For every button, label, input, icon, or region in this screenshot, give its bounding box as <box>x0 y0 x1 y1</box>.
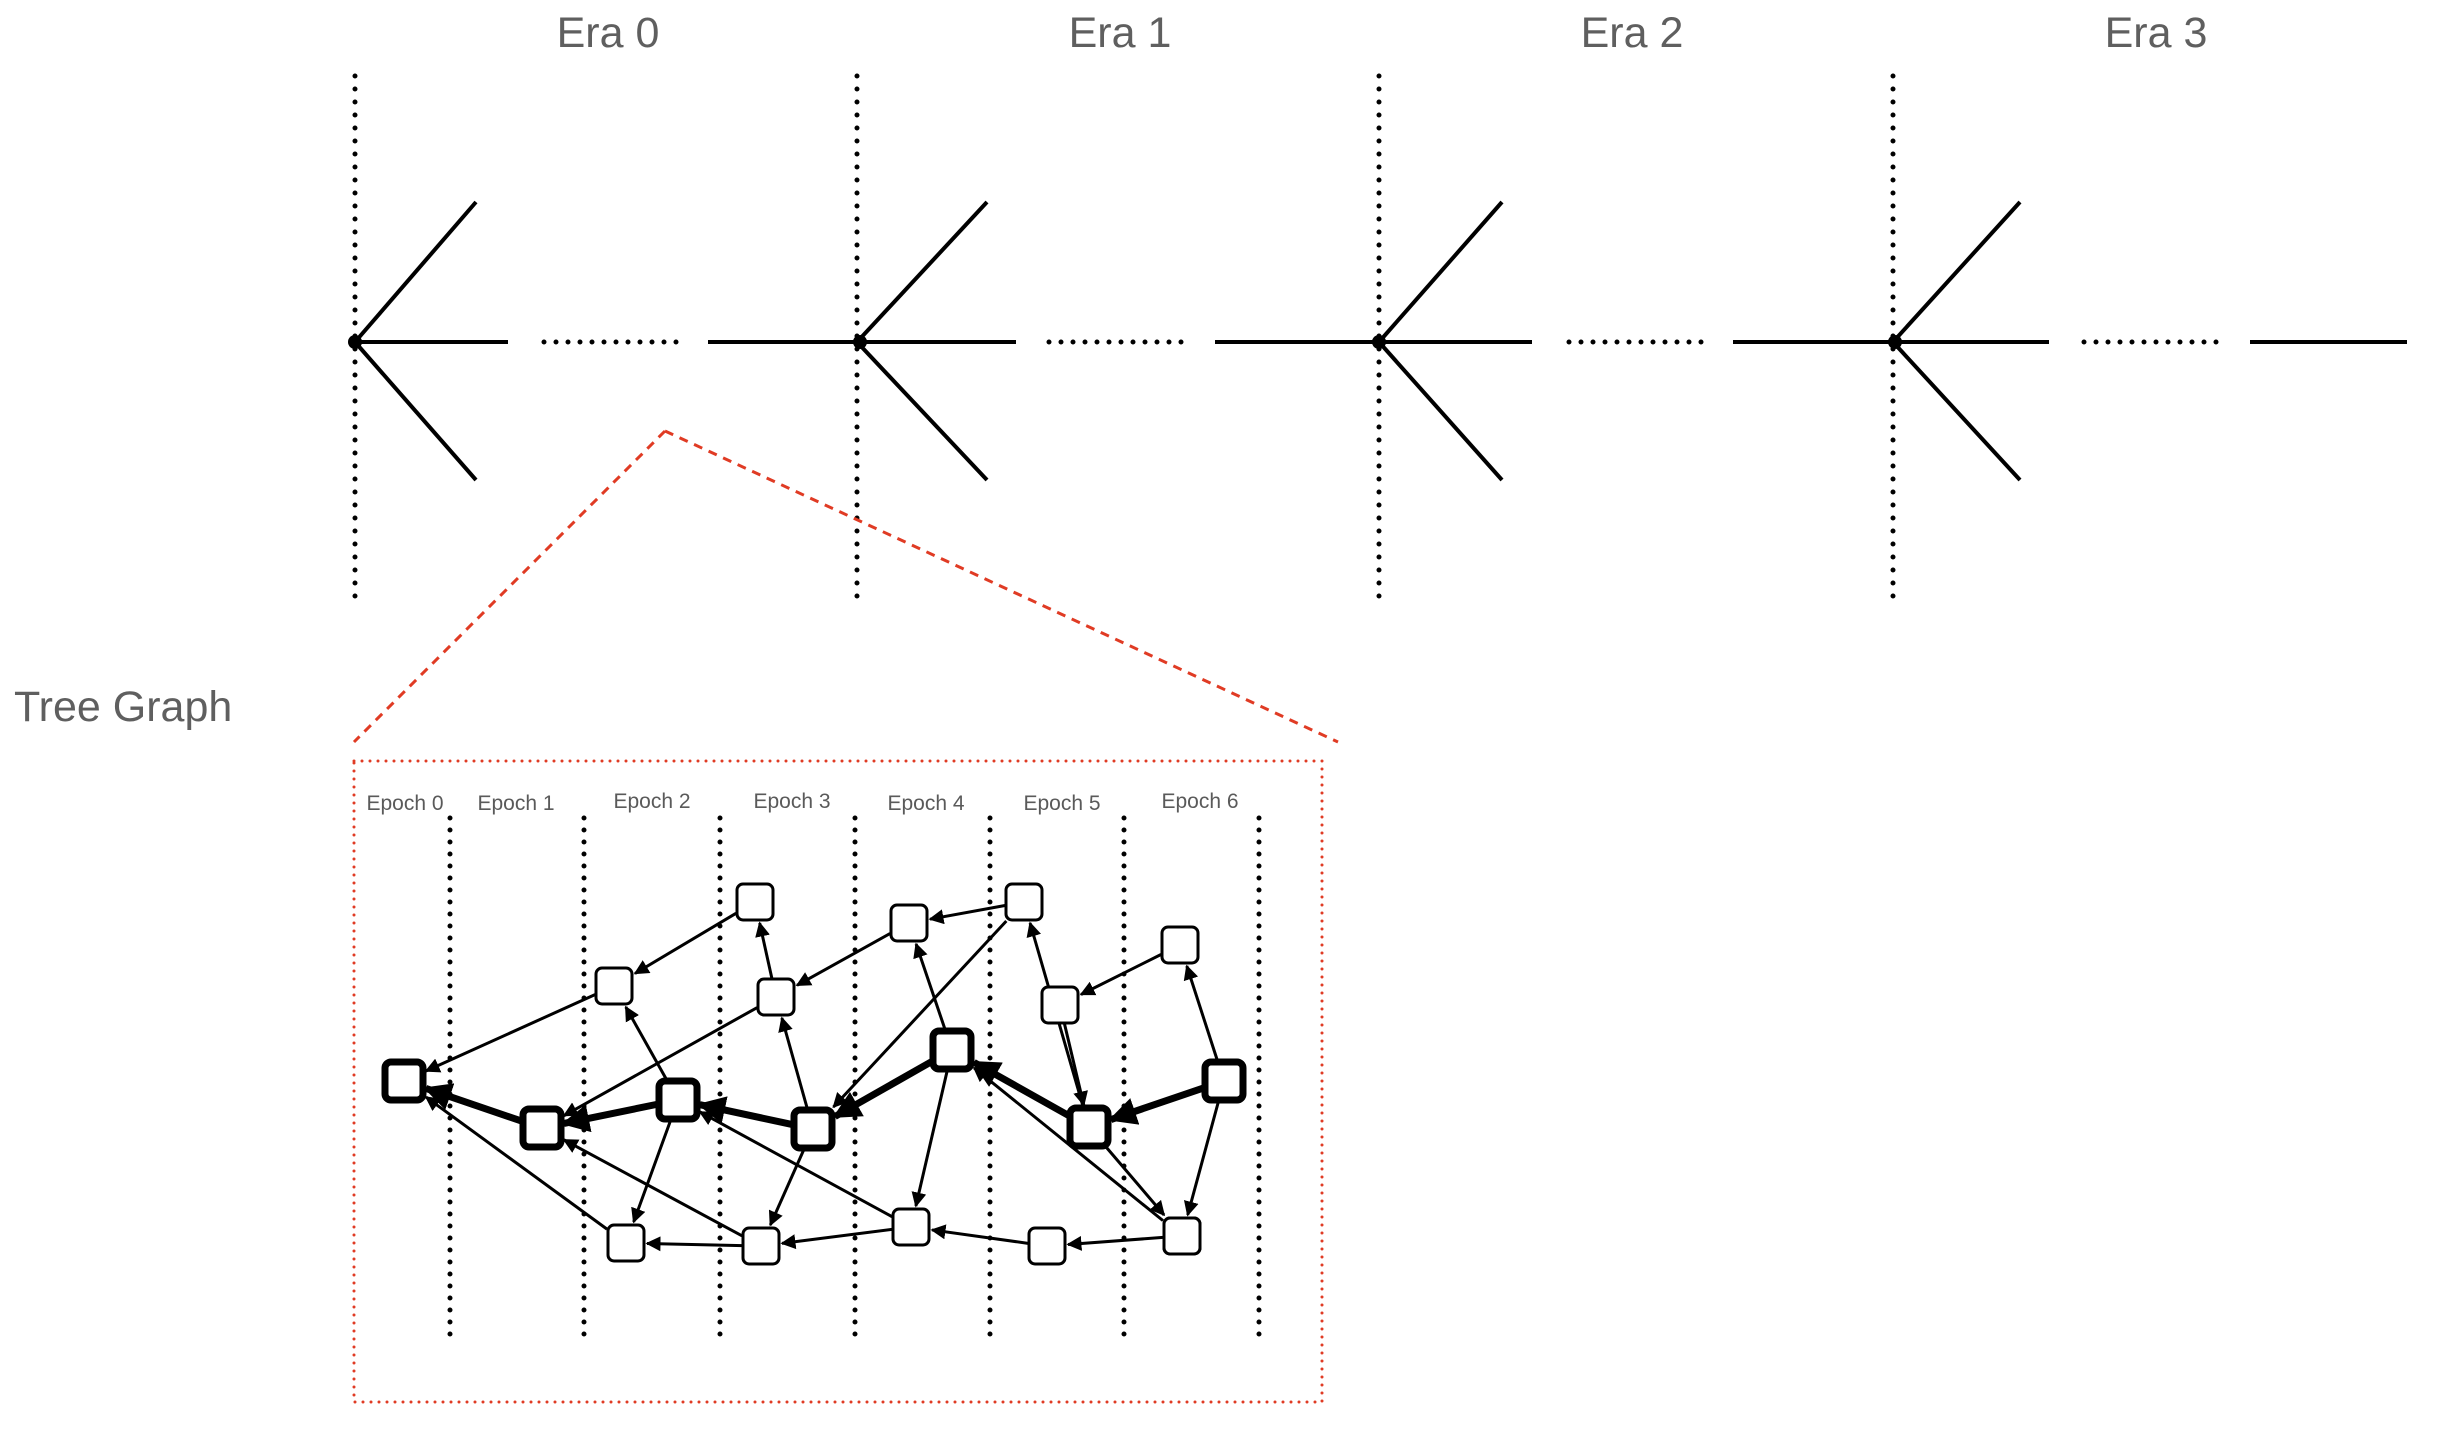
epoch-1-label: Epoch 1 <box>477 792 554 815</box>
parent-edge-g-to-f <box>1108 1084 1206 1125</box>
tree-graph-label: Tree Graph <box>14 683 232 731</box>
era-node-0 <box>348 335 362 349</box>
reference-edge-g-to-t <box>1183 1100 1221 1217</box>
pivot-block-g <box>1201 1058 1247 1104</box>
era-2-label: Era 2 <box>1581 9 1684 57</box>
parent-edge-e-to-d <box>832 1058 934 1120</box>
block-h <box>594 966 634 1006</box>
pivot-block-c <box>655 1077 701 1123</box>
era-node-1 <box>853 335 867 349</box>
era-1-label: Era 1 <box>1069 9 1172 57</box>
era-3-label: Era 3 <box>2105 9 2208 57</box>
reference-edge-n-to-m <box>1079 953 1162 996</box>
reference-edge-s-to-r <box>1066 1235 1164 1251</box>
era-timeline <box>353 200 2407 482</box>
reference-edge-r-to-q <box>930 1224 1029 1245</box>
tree-graph-frame <box>352 759 1324 1404</box>
reference-edge-j-to-i <box>755 921 774 979</box>
pivot-block-d <box>790 1106 836 1152</box>
reference-edge-m-to-f <box>1063 1023 1088 1107</box>
era-fork-2 <box>1377 200 1532 482</box>
block-m <box>1040 985 1080 1025</box>
epoch-3-label: Epoch 3 <box>753 790 830 813</box>
zoom-line-left <box>352 429 667 744</box>
reference-edge-l-to-k <box>928 903 1006 925</box>
era-boundaries <box>352 73 1896 607</box>
era-fork-3 <box>1891 200 2049 482</box>
parent-edge-f-to-e <box>971 1059 1071 1119</box>
epoch-6-label: Epoch 6 <box>1161 790 1238 813</box>
block-n <box>1160 925 1200 965</box>
reference-edge-o-to-a <box>424 1095 608 1231</box>
reference-edge-c-to-o <box>631 1119 673 1224</box>
era-nodes <box>348 335 1902 349</box>
reference-edge-d-to-j <box>778 1016 809 1110</box>
epoch-boundaries <box>447 815 1262 1348</box>
reference-edge-j-to-b <box>562 1006 758 1117</box>
pivot-block-b <box>519 1105 565 1151</box>
reference-edge-g-to-n <box>1183 964 1219 1062</box>
block-p <box>741 1226 781 1266</box>
parent-edge-c-to-b <box>561 1100 659 1133</box>
epoch-4-label: Epoch 4 <box>887 792 964 815</box>
era-fork-0 <box>353 200 508 482</box>
reference-edge-d-to-p <box>768 1148 806 1227</box>
parent-edge-d-to-c <box>697 1096 794 1129</box>
reference-edge-l-to-d <box>832 919 1008 1109</box>
era-0-label: Era 0 <box>557 9 660 57</box>
era-node-2 <box>1372 335 1386 349</box>
era-node-3 <box>1888 335 1902 349</box>
block-j <box>756 977 796 1017</box>
era-fork-1 <box>855 200 1016 482</box>
zoom-line-right <box>664 429 1339 744</box>
block-q <box>891 1207 931 1247</box>
block-o <box>606 1223 646 1263</box>
reference-edge-c-to-h <box>624 1005 669 1081</box>
epoch-2-label: Epoch 2 <box>613 790 690 813</box>
epoch-0-label: Epoch 0 <box>366 792 443 815</box>
epoch-5-label: Epoch 5 <box>1023 792 1100 815</box>
reference-edge-p-to-o <box>645 1236 743 1252</box>
reference-edge-i-to-h <box>633 912 737 975</box>
reference-edge-q-to-p <box>780 1227 893 1250</box>
parent-edge-b-to-a <box>423 1083 524 1125</box>
tree-graph-blocks <box>381 882 1247 1266</box>
reference-edge-e-to-q <box>911 1069 949 1208</box>
zoom-connector <box>352 429 1339 744</box>
reference-edge-k-to-j <box>795 932 891 987</box>
block-k <box>889 903 929 943</box>
block-r <box>1027 1226 1067 1266</box>
pivot-block-a <box>381 1058 427 1104</box>
reference-edge-e-to-k <box>913 942 947 1031</box>
block-i <box>735 882 775 922</box>
block-l <box>1004 882 1044 922</box>
reference-edge-h-to-a <box>424 993 596 1073</box>
block-t <box>1162 1216 1202 1256</box>
pivot-block-f <box>1066 1104 1112 1150</box>
reference-edge-p-to-b <box>562 1138 743 1238</box>
reference-edge-f-to-s <box>1104 1146 1166 1217</box>
pivot-block-e <box>929 1027 975 1073</box>
tree-graph-edges <box>423 903 1221 1252</box>
